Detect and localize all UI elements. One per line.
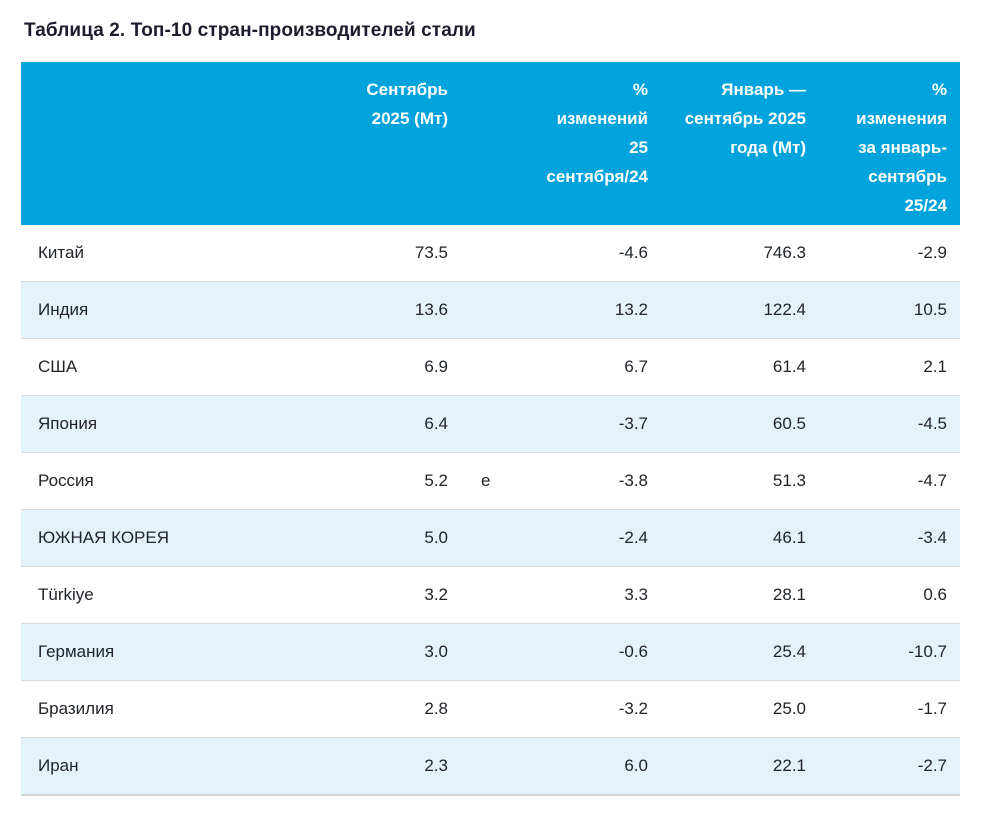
table-header: Сентябрь 2025 (Мт) % изменений 25 сентяб…	[21, 62, 960, 225]
table-row: Иран 2.3 6.0 22.1 -2.7	[21, 737, 960, 796]
value-cell: 13.2	[461, 281, 661, 339]
value-cell: 25.0	[661, 680, 819, 738]
value-cell: 28.1	[661, 566, 819, 624]
value-cell: 3.0	[341, 623, 461, 681]
value-cell: 22.1	[661, 737, 819, 796]
table-body: Китай 73.5 -4.6 746.3 -2.9 Индия 13.6 13…	[21, 225, 960, 796]
header-row: Сентябрь 2025 (Мт) % изменений 25 сентяб…	[21, 62, 960, 225]
value-cell: 746.3	[763, 243, 806, 262]
value-text: -3.7	[618, 414, 648, 433]
value-text: -3.2	[618, 699, 648, 718]
table-row: Индия 13.6 13.2 122.4 10.5	[21, 281, 960, 339]
table-row: ЮЖНАЯ КОРЕЯ 5.0 -2.4 46.1 -3.4	[21, 509, 960, 567]
country-cell: Иран	[21, 737, 341, 796]
value-cell: 2.1	[819, 338, 960, 396]
header-pct-change-january-september: % изменения за январь- сентябрь 25/24	[819, 62, 960, 225]
value-cell: 25.4	[661, 623, 819, 681]
table-row: Бразилия 2.8 -3.2 25.0 -1.7	[21, 680, 960, 738]
header-pct-change-september: % изменений 25 сентября/24	[461, 62, 661, 225]
table-row: Япония 6.4 -3.7 60.5 -4.5	[21, 395, 960, 453]
country-cell: Япония	[21, 395, 341, 453]
table-row: Китай 73.5 -4.6 746.3 -2.9	[21, 225, 960, 282]
value-cell: 5.2	[341, 452, 461, 510]
value-cell: -2.9	[917, 243, 947, 262]
value-cell: 3.3	[461, 566, 661, 624]
header-country	[21, 62, 341, 225]
value-text: -2.4	[618, 528, 648, 547]
value-cell: 6.4	[341, 395, 461, 453]
table-row: США 6.9 6.7 61.4 2.1	[21, 338, 960, 396]
value-cell: 2.3	[341, 737, 461, 796]
header-september-2025: Сентябрь 2025 (Мт)	[341, 62, 461, 225]
value-cell: е -3.8	[461, 452, 661, 510]
country-cell: Китай	[38, 243, 84, 262]
value-text: 6.7	[624, 357, 648, 376]
steel-producers-table: Сентябрь 2025 (Мт) % изменений 25 сентяб…	[21, 62, 960, 796]
value-text: -3.8	[618, 471, 648, 490]
country-cell: Бразилия	[21, 680, 341, 738]
value-cell: 61.4	[661, 338, 819, 396]
value-cell: -4.6	[461, 225, 661, 282]
value-cell: 46.1	[661, 509, 819, 567]
value-cell: 0.6	[819, 566, 960, 624]
table-row: Türkiye 3.2 3.3 28.1 0.6	[21, 566, 960, 624]
value-cell: 6.7	[461, 338, 661, 396]
value-cell: -2.7	[819, 737, 960, 796]
value-text: -0.6	[618, 642, 648, 661]
value-cell: 60.5	[661, 395, 819, 453]
value-cell: -1.7	[819, 680, 960, 738]
value-cell: 122.4	[661, 281, 819, 339]
country-cell: США	[21, 338, 341, 396]
country-cell: ЮЖНАЯ КОРЕЯ	[21, 509, 341, 567]
value-cell: 51.3	[661, 452, 819, 510]
value-cell: -3.2	[461, 680, 661, 738]
value-text: 3.3	[624, 585, 648, 604]
value-cell: -3.7	[461, 395, 661, 453]
estimate-marker: е	[481, 471, 491, 490]
value-cell: -0.6	[461, 623, 661, 681]
value-text: 6.0	[624, 756, 648, 775]
value-cell: 2.8	[341, 680, 461, 738]
value-cell: 73.5	[414, 243, 448, 262]
country-cell: Германия	[21, 623, 341, 681]
value-cell: -4.5	[819, 395, 960, 453]
value-cell: 13.6	[341, 281, 461, 339]
value-text: 13.2	[614, 300, 648, 319]
country-cell: Россия	[21, 452, 341, 510]
page-title: Таблица 2. Топ-10 стран-производителей с…	[24, 20, 476, 41]
header-january-september-2025: Январь — сентябрь 2025 года (Мт)	[661, 62, 819, 225]
value-cell: -3.4	[819, 509, 960, 567]
value-cell: 6.0	[461, 737, 661, 796]
value-text: -4.6	[618, 243, 648, 262]
table-row: Германия 3.0 -0.6 25.4 -10.7	[21, 623, 960, 681]
country-cell: Türkiye	[21, 566, 341, 624]
value-cell: -10.7	[819, 623, 960, 681]
value-cell: -4.7	[819, 452, 960, 510]
value-cell: 10.5	[819, 281, 960, 339]
value-cell: 3.2	[341, 566, 461, 624]
value-cell: -2.4	[461, 509, 661, 567]
country-cell: Индия	[21, 281, 341, 339]
value-cell: 5.0	[341, 509, 461, 567]
value-cell: 6.9	[341, 338, 461, 396]
table-row: Россия 5.2 е -3.8 51.3 -4.7	[21, 452, 960, 510]
